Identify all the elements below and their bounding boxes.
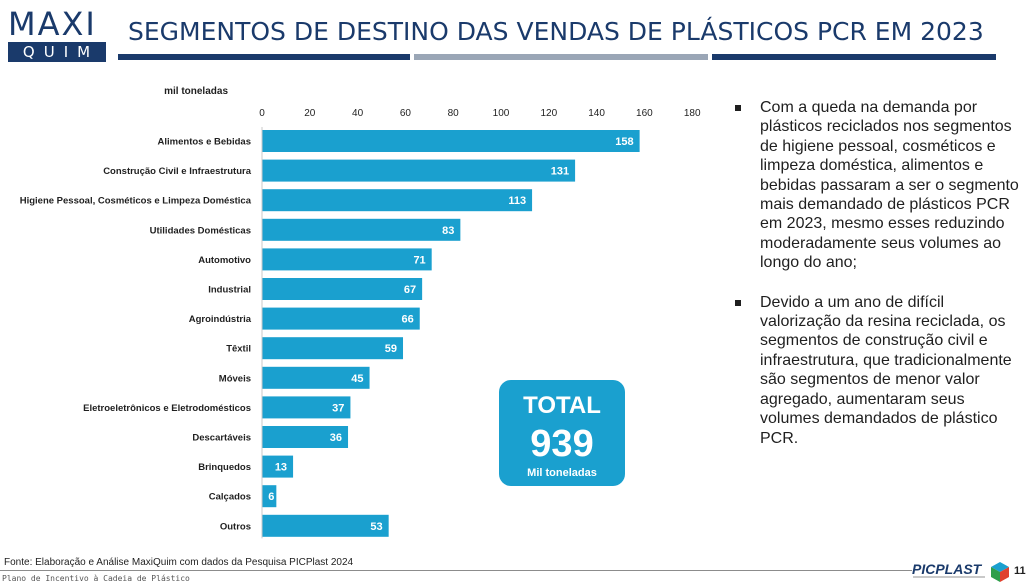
total-box: TOTAL 939 Mil toneladas bbox=[499, 380, 625, 486]
page-number: 11 bbox=[1014, 565, 1026, 577]
category-label: Utilidades Domésticas bbox=[150, 225, 251, 236]
x-tick-label: 0 bbox=[259, 108, 265, 119]
x-tick-label: 120 bbox=[540, 108, 557, 119]
bar bbox=[262, 218, 461, 241]
bar bbox=[262, 130, 640, 152]
maxiquim-logo: MAXI QUIM bbox=[8, 8, 106, 62]
bullet-square-icon bbox=[735, 299, 741, 306]
bar bbox=[262, 189, 533, 212]
bar bbox=[262, 159, 576, 182]
category-label: Higiene Pessoal, Cosméticos e Limpeza Do… bbox=[20, 196, 252, 207]
x-tick-label: 160 bbox=[636, 108, 653, 119]
category-label: Outros bbox=[220, 521, 251, 532]
bar bbox=[262, 396, 351, 419]
bar bbox=[262, 514, 389, 537]
bar-value-label: 6 bbox=[268, 491, 274, 503]
bar-value-label: 45 bbox=[351, 373, 363, 385]
bar bbox=[262, 455, 294, 478]
bar-value-label: 53 bbox=[370, 521, 382, 533]
commentary-item: Com a queda na demanda por plásticos rec… bbox=[733, 98, 1023, 273]
bar-value-label: 59 bbox=[385, 343, 397, 355]
bullet-square-icon bbox=[735, 105, 741, 111]
total-label: TOTAL bbox=[523, 392, 601, 419]
logo-bottom-text: QUIM bbox=[8, 42, 106, 62]
bar-value-label: 83 bbox=[442, 225, 454, 237]
source-note: Fonte: Elaboração e Análise MaxiQuim com… bbox=[4, 557, 354, 568]
title-rule-left bbox=[118, 54, 410, 60]
program-name: Plano de Incentivo à Cadeia de Plástico bbox=[2, 574, 190, 583]
bar bbox=[262, 485, 277, 508]
title-rule-middle bbox=[414, 54, 708, 60]
x-tick-label: 20 bbox=[304, 108, 316, 119]
x-tick-label: 180 bbox=[684, 108, 701, 119]
bar bbox=[262, 426, 349, 448]
picplast-wordmark: PICPLAST bbox=[912, 561, 982, 577]
category-label: Calçados bbox=[209, 492, 251, 503]
commentary-text: Com a queda na demanda por plásticos rec… bbox=[760, 99, 1019, 272]
bar-chart: mil toneladas 0 20 40 60 80 100 120 140 160 180 Ali… bbox=[20, 86, 701, 539]
picplast-tagline-line bbox=[913, 576, 985, 578]
x-tick-label: 100 bbox=[493, 108, 510, 119]
bar bbox=[262, 307, 420, 330]
title-rule-right bbox=[712, 54, 996, 60]
total-unit: Mil toneladas bbox=[527, 467, 597, 479]
bar-value-label: 113 bbox=[508, 195, 526, 207]
category-label: Agroindústria bbox=[189, 314, 252, 325]
bar-value-label: 71 bbox=[413, 254, 425, 266]
bar bbox=[262, 278, 423, 300]
category-label: Móveis bbox=[219, 373, 251, 384]
category-label: Descartáveis bbox=[192, 433, 251, 444]
category-label: Automotivo bbox=[198, 255, 251, 266]
bar-value-label: 13 bbox=[275, 462, 287, 474]
bar-value-label: 131 bbox=[551, 166, 569, 178]
commentary-item: Devido a um ano de difícil valorização d… bbox=[733, 293, 1023, 448]
commentary-text: Devido a um ano de difícil valorização d… bbox=[760, 293, 1012, 447]
bar-value-label: 67 bbox=[404, 284, 416, 296]
category-label: Brinquedos bbox=[198, 462, 251, 473]
bar-value-label: 158 bbox=[615, 136, 633, 148]
page-title: SEGMENTOS DE DESTINO DAS VENDAS DE PLÁST… bbox=[128, 17, 984, 46]
category-label: Têxtil bbox=[226, 344, 251, 355]
picplast-logo: PICPLAST bbox=[912, 561, 1010, 583]
logo-top-text: MAXI bbox=[8, 5, 97, 43]
footer-divider bbox=[0, 570, 912, 571]
total-value: 939 bbox=[530, 423, 594, 465]
category-label: Eletroeletrônicos e Eletrodomésticos bbox=[83, 403, 251, 414]
bar-value-label: 37 bbox=[332, 402, 344, 414]
x-tick-label: 60 bbox=[400, 108, 412, 119]
bar-value-label: 36 bbox=[330, 432, 342, 444]
bar bbox=[262, 248, 432, 271]
bar bbox=[262, 337, 404, 360]
x-tick-label: 40 bbox=[352, 108, 364, 119]
bar-value-label: 66 bbox=[401, 314, 413, 326]
category-label: Industrial bbox=[208, 285, 251, 296]
x-tick-label: 80 bbox=[448, 108, 460, 119]
category-label: Alimentos e Bebidas bbox=[158, 137, 251, 148]
picplast-cube-icon bbox=[991, 562, 1009, 582]
category-label: Construção Civil e Infraestrutura bbox=[103, 166, 252, 177]
bar bbox=[262, 366, 370, 389]
axis-unit-label: mil toneladas bbox=[164, 86, 228, 97]
commentary-list: Com a queda na demanda por plásticos rec… bbox=[733, 98, 1023, 448]
x-tick-label: 140 bbox=[588, 108, 605, 119]
